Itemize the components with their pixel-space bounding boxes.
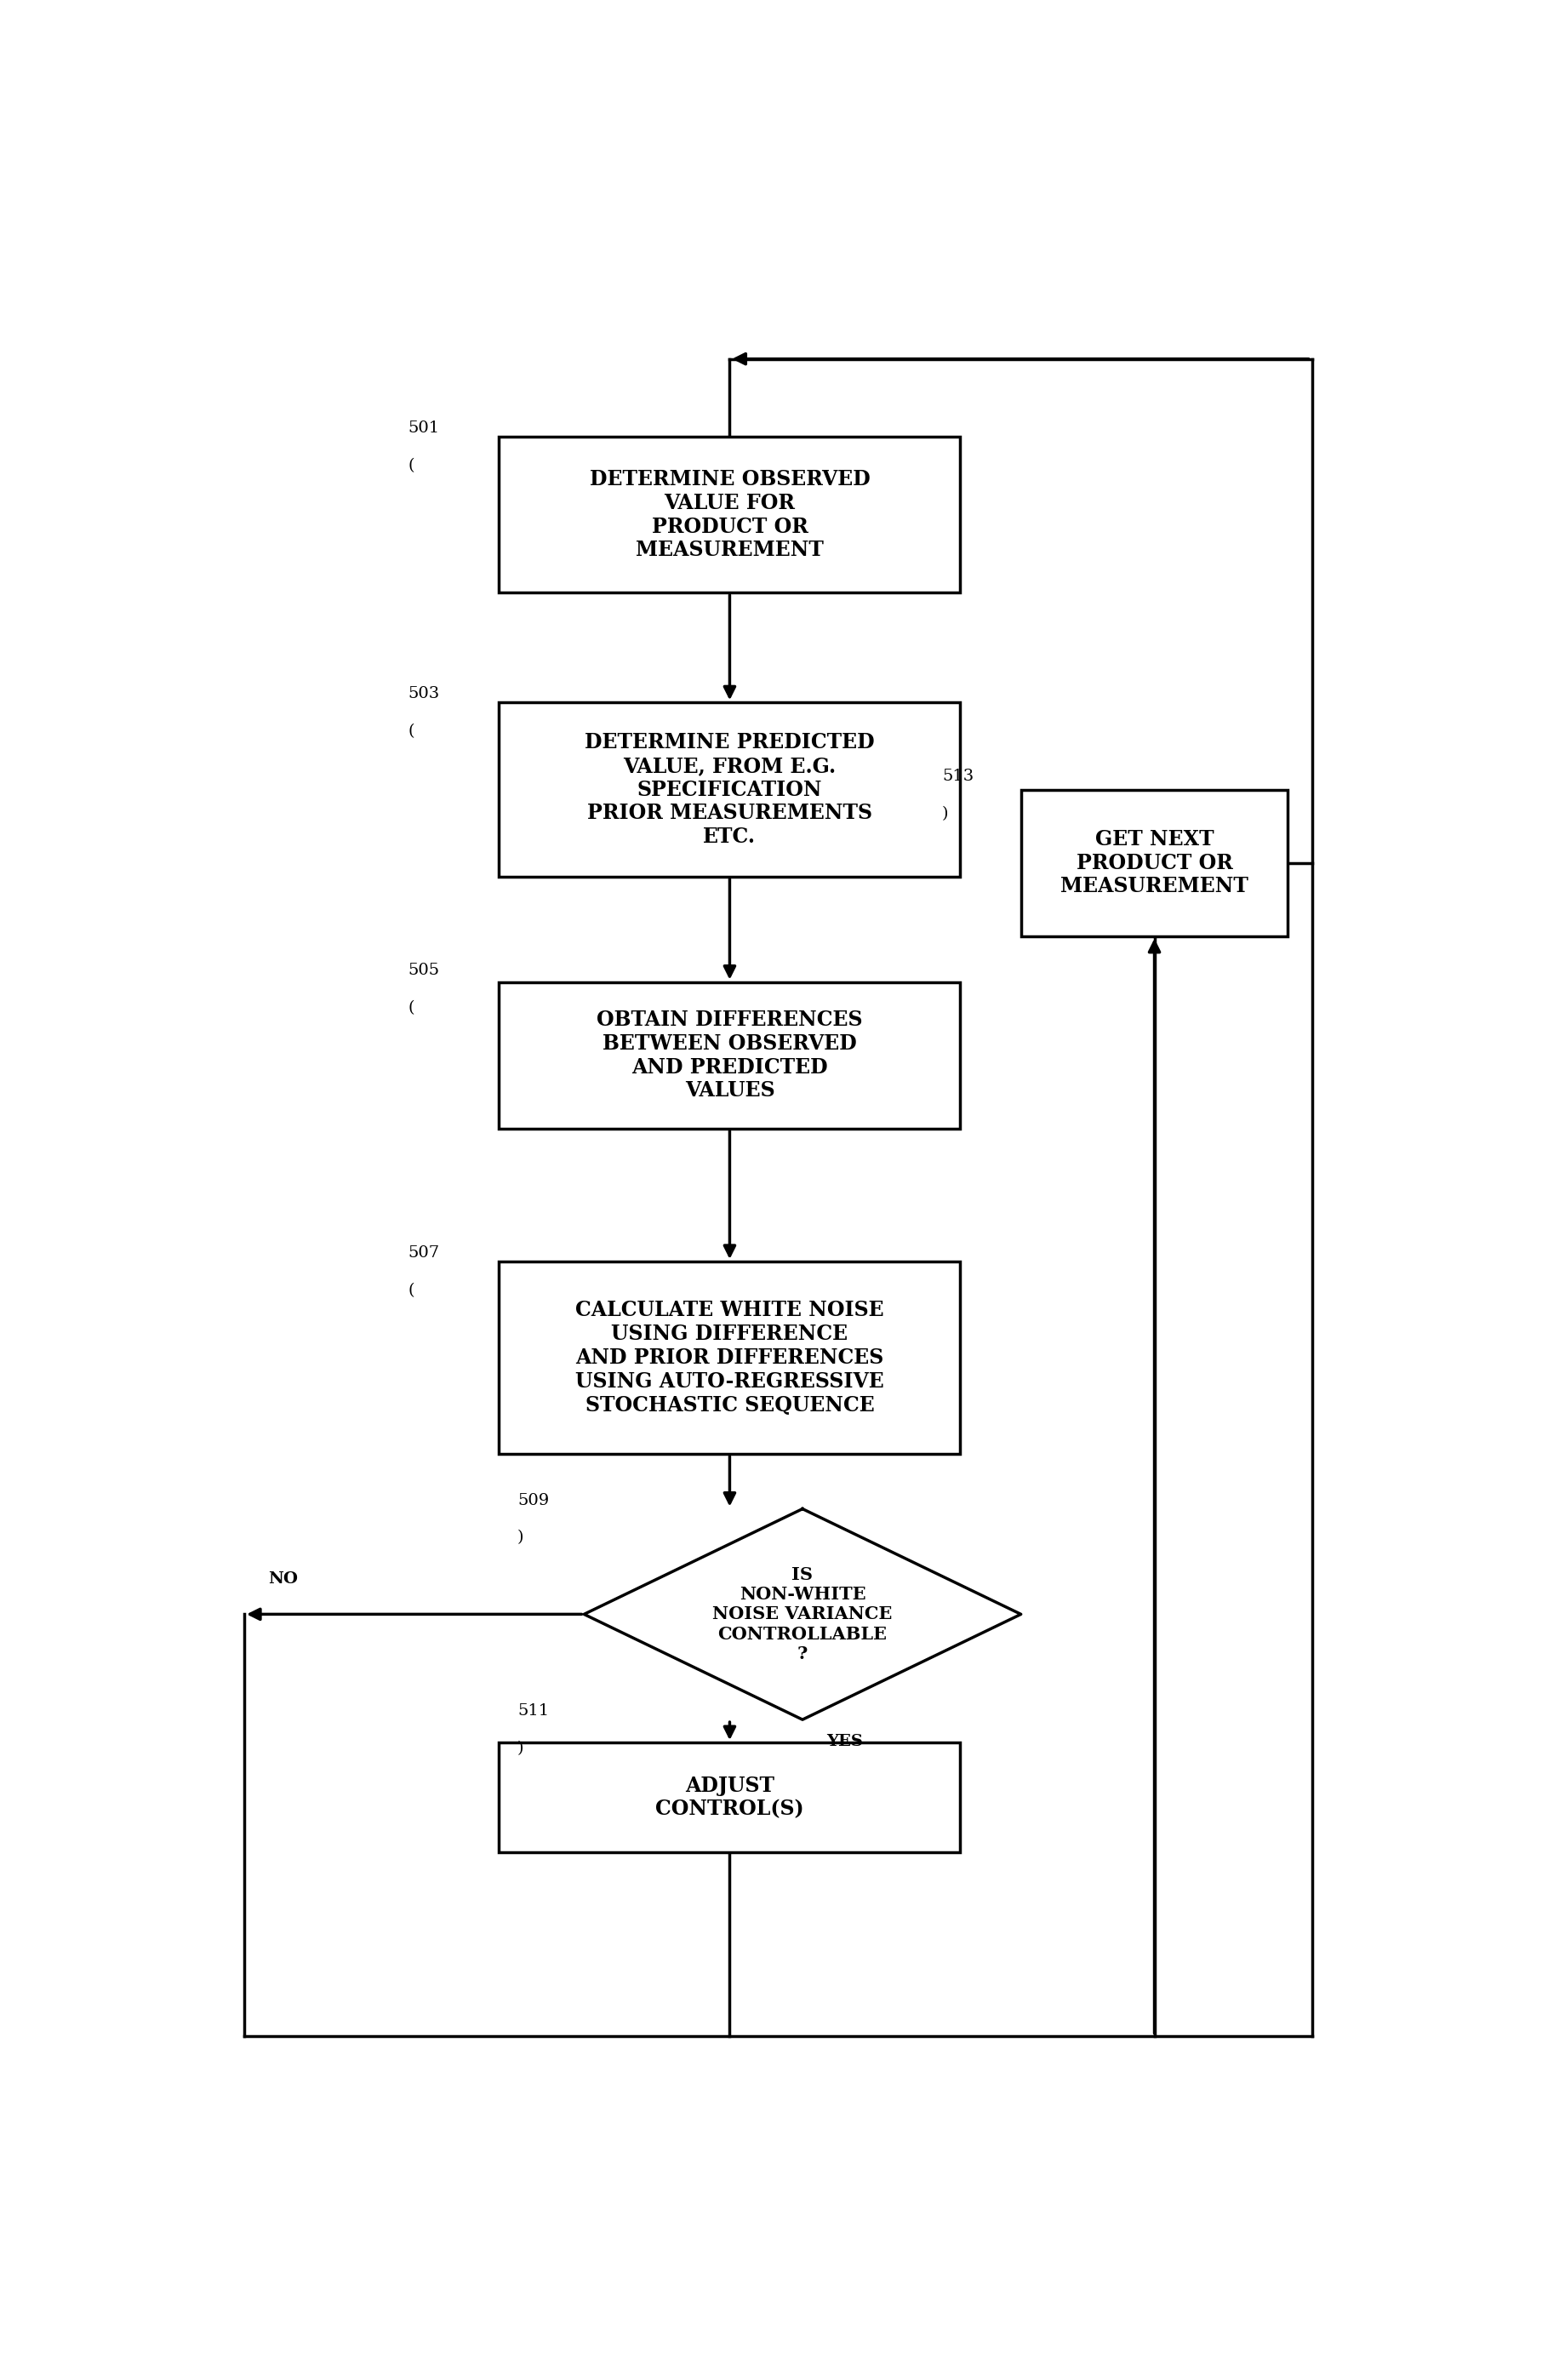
Text: ): ) — [516, 1530, 523, 1545]
Text: 501: 501 — [408, 421, 440, 436]
Text: OBTAIN DIFFERENCES
BETWEEN OBSERVED
AND PREDICTED
VALUES: OBTAIN DIFFERENCES BETWEEN OBSERVED AND … — [596, 1009, 862, 1102]
FancyBboxPatch shape — [1020, 790, 1288, 935]
Text: 513: 513 — [942, 769, 973, 783]
Text: ): ) — [516, 1740, 523, 1756]
FancyBboxPatch shape — [499, 438, 959, 593]
Text: (: ( — [408, 457, 415, 474]
Text: 511: 511 — [516, 1704, 549, 1718]
FancyBboxPatch shape — [499, 1742, 959, 1852]
Text: ): ) — [942, 807, 948, 821]
Text: CALCULATE WHITE NOISE
USING DIFFERENCE
AND PRIOR DIFFERENCES
USING AUTO-REGRESSI: CALCULATE WHITE NOISE USING DIFFERENCE A… — [574, 1299, 884, 1416]
FancyBboxPatch shape — [499, 1261, 959, 1454]
Text: GET NEXT
PRODUCT OR
MEASUREMENT: GET NEXT PRODUCT OR MEASUREMENT — [1060, 828, 1247, 897]
Text: 505: 505 — [408, 964, 440, 978]
Text: NO: NO — [269, 1571, 299, 1587]
Text: ADJUST
CONTROL(S): ADJUST CONTROL(S) — [656, 1775, 803, 1821]
Text: 507: 507 — [408, 1245, 440, 1261]
Text: YES: YES — [826, 1735, 862, 1749]
Text: (: ( — [408, 724, 415, 738]
Text: (: ( — [408, 1283, 415, 1297]
FancyBboxPatch shape — [499, 702, 959, 876]
Text: 509: 509 — [516, 1492, 549, 1509]
Text: DETERMINE PREDICTED
VALUE, FROM E.G.
SPECIFICATION
PRIOR MEASUREMENTS
ETC.: DETERMINE PREDICTED VALUE, FROM E.G. SPE… — [584, 733, 875, 847]
Text: IS
NON-WHITE
NOISE VARIANCE
CONTROLLABLE
?: IS NON-WHITE NOISE VARIANCE CONTROLLABLE… — [712, 1566, 892, 1661]
Text: DETERMINE OBSERVED
VALUE FOR
PRODUCT OR
MEASUREMENT: DETERMINE OBSERVED VALUE FOR PRODUCT OR … — [588, 469, 870, 559]
FancyBboxPatch shape — [499, 983, 959, 1128]
Text: (: ( — [408, 1000, 415, 1016]
Text: 503: 503 — [408, 685, 440, 702]
